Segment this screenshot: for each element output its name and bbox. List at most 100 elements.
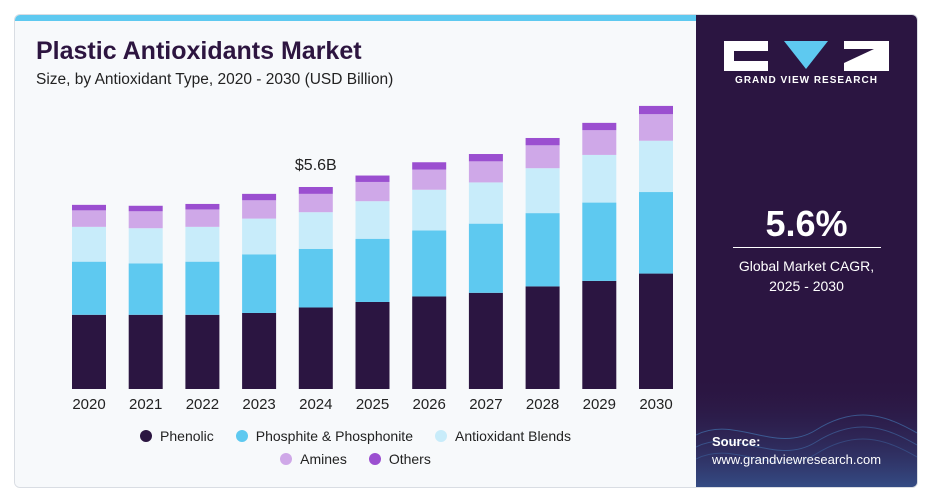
x-tick-2020: 2020 <box>72 396 105 413</box>
x-tick-2022: 2022 <box>186 396 219 413</box>
legend-item-phenolic: Phenolic <box>140 428 214 444</box>
legend-item-others: Others <box>368 451 431 467</box>
chart-subtitle: Size, by Antioxidant Type, 2020 - 2030 (… <box>36 71 394 88</box>
legend-swatch-others <box>368 453 381 465</box>
bar-2022-amines <box>185 209 220 227</box>
x-tick-2027: 2027 <box>469 396 502 413</box>
bar-2020-phenolic <box>72 314 106 389</box>
bar-2021-phenolic <box>128 314 163 389</box>
x-tick-2021: 2021 <box>129 396 162 413</box>
bar-2022-antioxidant-blends <box>185 226 220 262</box>
x-tick-2023: 2023 <box>242 396 275 413</box>
x-tick-2025: 2025 <box>356 396 389 413</box>
bar-2030-antioxidant-blends <box>639 140 673 193</box>
bar-2028-phenolic <box>525 286 560 389</box>
legend-swatch-phosphite <box>235 430 248 442</box>
brand-name: GRAND VIEW RESEARCH <box>735 75 878 86</box>
bar-2025-amines <box>355 181 390 202</box>
bar-2026-antioxidant-blends <box>412 189 447 231</box>
bar-2026-phenolic <box>412 296 447 389</box>
bar-2024-phosphite-phosphonite <box>298 248 333 308</box>
legend-label-blends: Antioxidant Blends <box>454 428 571 444</box>
bar-2028-phosphite-phosphonite <box>525 213 560 287</box>
bar-2024-phenolic <box>298 307 333 389</box>
x-tick-2030: 2030 <box>639 396 672 413</box>
bar-2029-others <box>582 122 617 131</box>
bar-2027-others <box>468 154 503 162</box>
legend-item-amines: Amines <box>280 451 347 467</box>
decorative-wave-pattern <box>696 375 917 487</box>
bar-2023-phenolic <box>242 312 277 389</box>
bar-2025-antioxidant-blends <box>355 201 390 239</box>
bar-2022-others <box>185 203 220 210</box>
chart-panel: Plastic Antioxidants Market Size, by Ant… <box>15 15 696 487</box>
x-tick-2026: 2026 <box>413 396 446 413</box>
bar-2024-others <box>298 186 333 194</box>
bar-2025-phosphite-phosphonite <box>355 238 390 302</box>
bar-2030-phenolic <box>639 273 673 389</box>
bar-2026-amines <box>412 169 447 190</box>
bar-2030-phosphite-phosphonite <box>639 192 673 274</box>
bar-2030-others <box>639 105 673 115</box>
legend-label-phosphite: Phosphite & Phosphonite <box>255 428 413 444</box>
legend-label-amines: Amines <box>300 451 347 467</box>
x-tick-2024: 2024 <box>299 396 332 413</box>
bar-2022-phenolic <box>185 314 220 389</box>
bar-2027-amines <box>468 161 503 183</box>
cagr-value: 5.6% <box>765 203 848 244</box>
bar-2021-antioxidant-blends <box>128 228 163 264</box>
bar-2020-phosphite-phosphonite <box>72 261 106 315</box>
data-label-2024: $5.6B <box>295 157 337 174</box>
stacked-bar-chart: 2020 2021 2022 2023 $5.6B 2024 2025 2026 2027 202… <box>72 105 673 413</box>
legend-item-blends: Antioxidant Blends <box>434 428 571 444</box>
bar-2027-phenolic <box>468 292 503 389</box>
bar-2028-antioxidant-blends <box>525 168 560 214</box>
bar-2021-phosphite-phosphonite <box>128 263 163 315</box>
bar-2029-phosphite-phosphonite <box>582 202 617 281</box>
bar-2026-phosphite-phosphonite <box>412 230 447 297</box>
bar-2028-others <box>525 137 560 146</box>
legend-item-phosphite: Phosphite & Phosphonite <box>235 428 413 444</box>
legend-label-phenolic: Phenolic <box>160 428 214 444</box>
bar-2026-others <box>412 162 447 170</box>
legend-row-2: Amines Others <box>15 451 696 467</box>
chart-card: Plastic Antioxidants Market Size, by Ant… <box>14 14 918 488</box>
bar-2023-amines <box>242 200 277 219</box>
legend-swatch-phenolic <box>140 430 153 442</box>
bar-2025-others <box>355 175 390 182</box>
bar-2022-phosphite-phosphonite <box>185 261 220 315</box>
bar-2024-antioxidant-blends <box>298 212 333 249</box>
bar-2020-amines <box>72 210 106 227</box>
bar-2023-antioxidant-blends <box>242 218 277 255</box>
bar-2027-antioxidant-blends <box>468 182 503 224</box>
bar-2023-phosphite-phosphonite <box>242 254 277 313</box>
legend-swatch-amines <box>280 453 293 465</box>
bar-2020-others <box>72 204 106 211</box>
cagr-divider <box>733 247 881 248</box>
x-tick-2028: 2028 <box>526 396 559 413</box>
bar-2029-antioxidant-blends <box>582 154 617 203</box>
bar-2029-phenolic <box>582 280 617 389</box>
cagr-label: Global Market CAGR, 2025 - 2030 <box>696 256 917 296</box>
legend-label-others: Others <box>388 451 431 467</box>
cagr-label-line-1: Global Market CAGR, <box>738 258 875 274</box>
bar-2028-amines <box>525 145 560 169</box>
cagr-label-line-2: 2025 - 2030 <box>769 278 844 294</box>
bar-2027-phosphite-phosphonite <box>468 223 503 293</box>
chart-title: Plastic Antioxidants Market <box>36 37 362 65</box>
accent-bar <box>15 15 696 21</box>
bar-2024-amines <box>298 193 333 213</box>
grand-view-research-logo-icon <box>724 41 889 71</box>
legend-swatch-blends <box>434 430 447 442</box>
source-link[interactable]: www.grandviewresearch.com <box>712 452 882 467</box>
bar-2021-amines <box>128 211 163 229</box>
x-tick-2029: 2029 <box>583 396 616 413</box>
brand-panel: GRAND VIEW RESEARCH 5.6% Global Market C… <box>696 15 917 487</box>
source-label: Source: <box>712 434 761 449</box>
bar-2023-others <box>242 193 277 201</box>
legend-row-1: Phenolic Phosphite & Phosphonite Antioxi… <box>15 428 696 444</box>
bar-2025-phenolic <box>355 301 390 389</box>
bar-2020-antioxidant-blends <box>72 226 106 262</box>
bar-2021-others <box>128 205 163 212</box>
bar-2029-amines <box>582 130 617 155</box>
